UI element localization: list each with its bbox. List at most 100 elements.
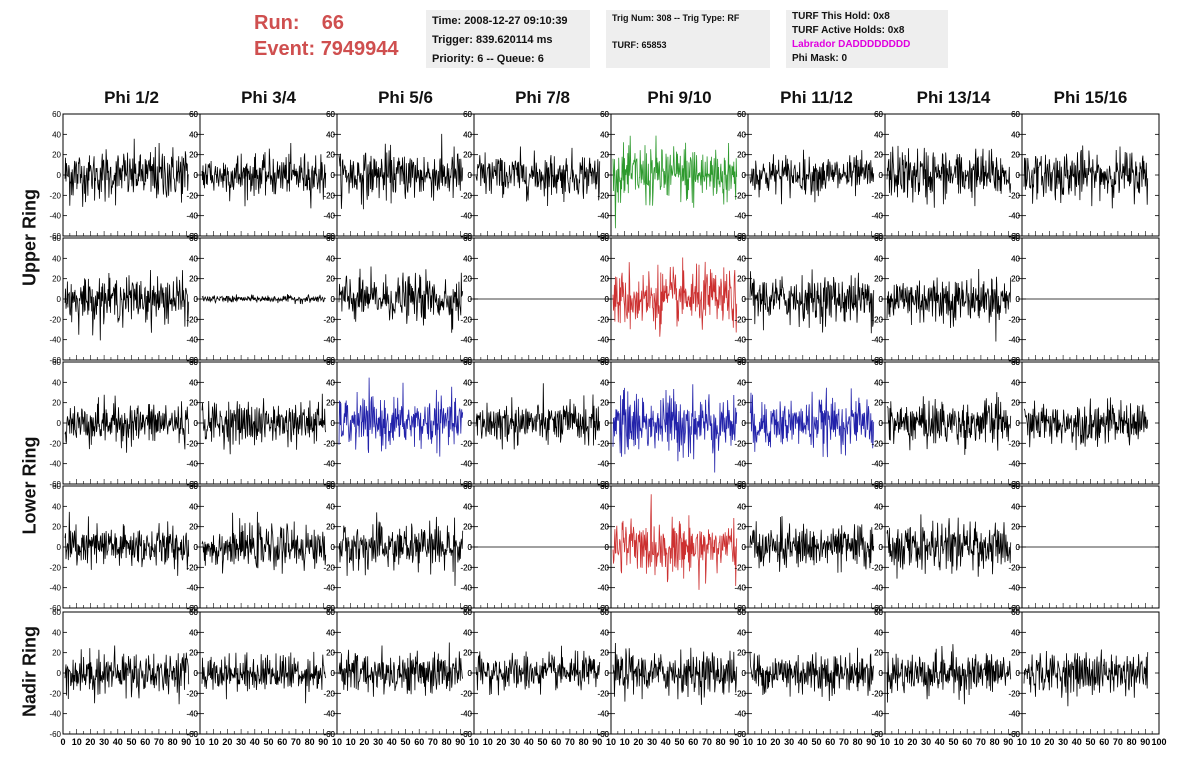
- y-tick-label: 40: [52, 378, 61, 387]
- y-tick-label-right: 60: [189, 482, 198, 491]
- y-tick-label: -20: [734, 315, 746, 324]
- y-tick-label: 0: [331, 171, 336, 180]
- y-tick-label-right: 20: [189, 523, 198, 532]
- y-tick-label-right: 40: [463, 378, 472, 387]
- y-tick-label: 0: [742, 543, 747, 552]
- y-tick-label: -60: [49, 730, 61, 739]
- y-tick-label: 20: [463, 649, 472, 658]
- y-tick-label-right: 20: [463, 275, 472, 284]
- y-tick-label: 20: [463, 523, 472, 532]
- y-tick-label-right: 40: [326, 130, 335, 139]
- y-tick-label-right: 20: [1011, 399, 1020, 408]
- x-tick-label: 30: [784, 737, 794, 747]
- y-tick-label: 20: [52, 649, 61, 658]
- y-tick-label: -60: [1008, 730, 1020, 739]
- labrador-text: Labrador DADDDDDDDD: [792, 39, 911, 50]
- y-tick-label-right: 20: [463, 649, 472, 658]
- y-tick-label: -40: [734, 212, 746, 221]
- y-tick-label-right: 20: [600, 275, 609, 284]
- y-tick-label: -20: [186, 315, 198, 324]
- y-tick-label: 0: [57, 669, 62, 678]
- y-tick-label: -60: [323, 232, 335, 241]
- y-tick-label: -20: [49, 563, 61, 572]
- y-tick-label: 0: [1016, 543, 1021, 552]
- y-tick-label-right: -20: [734, 191, 746, 200]
- y-tick-label: -40: [49, 710, 61, 719]
- y-tick-label: 60: [52, 608, 61, 617]
- y-tick-label-right: -40: [323, 710, 335, 719]
- x-tick-label: 40: [1072, 737, 1082, 747]
- y-tick-label-right: 60: [1011, 482, 1020, 491]
- x-tick-label: 0: [60, 737, 65, 747]
- y-tick-label: 20: [189, 649, 198, 658]
- y-tick-label: 0: [194, 295, 199, 304]
- y-tick-label-right: 20: [463, 151, 472, 160]
- y-tick-label-right: -20: [1008, 439, 1020, 448]
- y-tick-label-right: 20: [874, 151, 883, 160]
- waveform-trace: [612, 642, 738, 705]
- y-tick-label-right: 60: [326, 234, 335, 243]
- y-tick-label-right: -60: [597, 356, 609, 365]
- y-tick-label-right: 20: [326, 523, 335, 532]
- y-tick-label: 40: [874, 628, 883, 637]
- y-tick-label: -40: [49, 460, 61, 469]
- y-tick-label: -40: [323, 460, 335, 469]
- y-tick-label: 40: [874, 378, 883, 387]
- y-tick-label-right: 0: [331, 295, 336, 304]
- y-tick-label-right: 0: [605, 543, 610, 552]
- y-tick-label: 0: [331, 543, 336, 552]
- waveform-trace: [886, 268, 1012, 342]
- waveform-trace: [64, 645, 190, 705]
- y-tick-label: -60: [186, 730, 198, 739]
- event-label: Event:: [254, 38, 316, 60]
- y-tick-label-right: 0: [1016, 543, 1021, 552]
- y-tick-label: 20: [189, 523, 198, 532]
- waveform-trace: [1023, 649, 1149, 707]
- trigger-text: Trigger: 839.620114 ms: [432, 34, 553, 46]
- y-tick-label: -60: [323, 480, 335, 489]
- y-tick-label-right: -60: [597, 232, 609, 241]
- waveform-trace: [338, 512, 464, 586]
- y-tick-label-right: 40: [600, 130, 609, 139]
- y-tick-label: 40: [1011, 628, 1020, 637]
- y-tick-label-right: 0: [194, 543, 199, 552]
- waveform-trace: [1023, 145, 1149, 209]
- x-tick-label: 40: [250, 737, 260, 747]
- y-tick-label: -40: [597, 336, 609, 345]
- y-tick-label-right: -40: [734, 336, 746, 345]
- time-trigger-info-box: Time: 2008-12-27 09:10:39 Trigger: 839.6…: [426, 10, 590, 68]
- waveform-trace: [201, 294, 326, 305]
- y-tick-label-right: -20: [734, 689, 746, 698]
- x-tick-label: 90: [729, 737, 739, 747]
- x-tick-label: 20: [633, 737, 643, 747]
- y-tick-label: -20: [49, 315, 61, 324]
- y-tick-label-right: 20: [600, 523, 609, 532]
- y-tick-label: 20: [463, 151, 472, 160]
- y-tick-label-right: -40: [460, 336, 472, 345]
- y-tick-label-right: 40: [326, 502, 335, 511]
- y-tick-label-right: 0: [742, 171, 747, 180]
- x-tick-label: 80: [716, 737, 726, 747]
- y-tick-label: 0: [605, 543, 610, 552]
- y-tick-label-right: -60: [323, 480, 335, 489]
- y-tick-label: 20: [463, 275, 472, 284]
- y-tick-label-right: 40: [737, 628, 746, 637]
- y-tick-label: 60: [463, 110, 472, 119]
- y-tick-label-right: 60: [189, 608, 198, 617]
- y-tick-label-right: 0: [605, 419, 610, 428]
- x-tick-label: 40: [661, 737, 671, 747]
- y-tick-label-right: -60: [1008, 356, 1020, 365]
- y-tick-label-right: 0: [879, 669, 884, 678]
- y-tick-label-right: 40: [189, 502, 198, 511]
- x-tick-label: 80: [579, 737, 589, 747]
- y-tick-label-right: -60: [1008, 480, 1020, 489]
- y-tick-label-right: -40: [871, 336, 883, 345]
- y-tick-label: 40: [1011, 130, 1020, 139]
- y-tick-label-right: 0: [468, 543, 473, 552]
- y-tick-label: 0: [468, 171, 473, 180]
